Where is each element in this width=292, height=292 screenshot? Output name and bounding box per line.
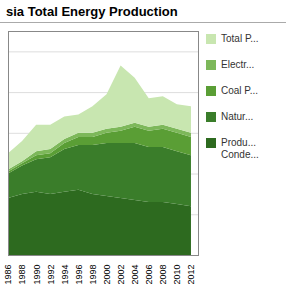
svg-text:2002: 2002 bbox=[116, 265, 126, 285]
html-text:Total P...: Total P... bbox=[221, 33, 259, 44]
svg-text:2008: 2008 bbox=[158, 265, 168, 285]
svg-text:1990: 1990 bbox=[32, 265, 42, 285]
html-text:Coal P...: Coal P... bbox=[221, 85, 259, 96]
svg-text:2004: 2004 bbox=[130, 265, 140, 285]
svg-text:1986: 1986 bbox=[3, 265, 13, 285]
svg-text:1998: 1998 bbox=[88, 265, 98, 285]
html-text:Produ... Conde...: Produ... Conde... bbox=[221, 137, 259, 160]
svg-text:2006: 2006 bbox=[144, 265, 154, 285]
html-text:Electr...: Electr... bbox=[221, 59, 255, 70]
html-text:Natur...: Natur... bbox=[221, 111, 254, 122]
svg-text:2012: 2012 bbox=[186, 265, 196, 285]
svg-text:1996: 1996 bbox=[74, 265, 84, 285]
svg-text:2000: 2000 bbox=[102, 265, 112, 285]
svg-text:1994: 1994 bbox=[60, 265, 70, 285]
html-text:sia Total Energy Production: sia Total Energy Production bbox=[6, 4, 178, 19]
svg-text:2010: 2010 bbox=[172, 265, 182, 285]
svg-text:1992: 1992 bbox=[46, 265, 56, 285]
svg-text:1988: 1988 bbox=[17, 265, 27, 285]
